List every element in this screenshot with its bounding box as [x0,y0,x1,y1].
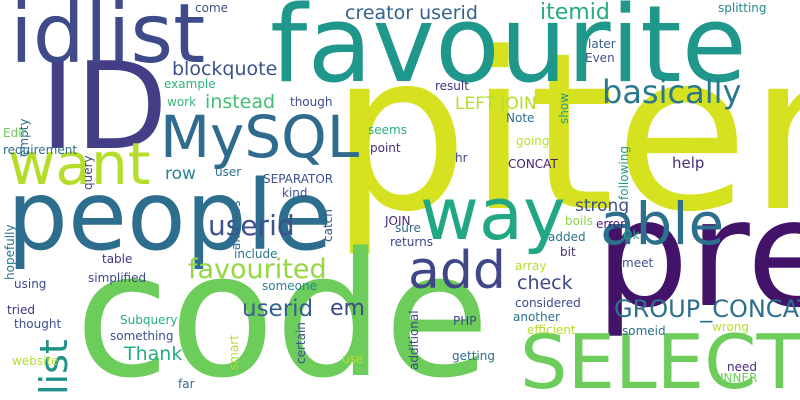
word-query: query [81,155,95,190]
word-id: ID [40,38,168,177]
word-tried: tried [7,303,35,317]
word-someone: someone [262,279,317,293]
word-come: come [195,1,229,15]
word-way: way [420,172,566,256]
word-favourite: favourite [270,0,747,106]
word-another: another [513,310,560,324]
word-people: people [7,160,333,272]
word-ok: Ok [623,228,640,242]
word-additional: additional [407,310,421,370]
word-thought: thought [14,317,62,331]
word-blockquote: blockquote [172,58,278,80]
word-hopefully: hopefully [3,224,17,280]
word-subquery: Subquery [120,313,178,327]
word-something: something [110,329,174,343]
word-userid-2: userid [242,296,314,322]
word-add: add [408,241,506,301]
word-row: row [165,164,196,184]
word-example: example [164,77,216,91]
word-requirement: requirement [3,143,78,157]
word-far: far [178,377,195,391]
word-instead: instead [205,91,276,113]
word-strong: strong [575,196,630,216]
word-hr: hr [455,151,468,165]
word-array: array [515,259,547,273]
word-catch: catch [321,209,335,242]
word-answers: answers [229,200,243,250]
word-able: able [600,190,725,258]
word-someid: someid [622,324,666,338]
word-edit: Edit [3,126,27,140]
word-certain: certain [294,322,308,364]
word-thank: Thank [124,343,183,365]
word-mysql: MySQL [160,103,360,171]
word-table: table [102,252,133,266]
word-even: Even [585,51,615,65]
word-result: result [435,79,469,93]
word-basically: basically [602,73,742,111]
word-include: include [234,247,278,261]
word-kind: kind [282,186,308,200]
word-userid-1: userid [208,209,295,242]
word-getting: getting [452,349,495,363]
word-added: added [548,230,586,244]
word-considered: considered [515,296,581,310]
word-user: user [215,165,242,179]
word-meet: meet [622,256,654,270]
word-select: SELECT [520,318,800,400]
word-want: want [8,130,151,198]
word-work: work [167,95,197,109]
word-bit: bit [560,245,576,259]
word-wrong: wrong [712,320,750,334]
word-sure: sure [395,221,421,235]
word-following: following [617,146,631,200]
word-group-concat: GROUP_CONCAT [614,295,800,323]
word-show: show [557,92,571,124]
word-itemid: itemid [540,0,610,25]
word-creator-userid: creator userid [345,2,478,24]
word-simplified: simplified [88,271,147,285]
word-splitting: splitting [718,1,767,15]
word-php: PHP [453,314,477,328]
word-website: website [12,354,59,368]
word-pre: pre [595,168,800,340]
word-pitem: pitem [330,7,800,260]
word-help: help [672,154,705,172]
word-concat: CONCAT [508,157,558,171]
word-later: later [588,37,616,51]
word-left-join: LEFT JOIN [455,94,537,114]
word-use: use [342,352,364,366]
word-note: Note [506,111,535,125]
word-smart: smart [227,335,241,370]
word-returns: returns [390,235,433,249]
word-going: going [516,134,550,148]
word-em: em [330,296,365,321]
word-inner: INNER [720,371,758,385]
word-need: need [727,360,757,374]
word-though: though [290,95,333,109]
word-code: code [75,215,490,400]
word-idlist: idlist [10,0,206,82]
word-seems: seems [368,123,407,137]
word-check: check [517,272,573,294]
word-point: point [370,141,401,155]
word-using: using [14,277,47,291]
word-favourited: favourited [188,254,327,285]
word-efficient: efficient [527,323,576,337]
word-boils: boils [565,214,593,228]
word-separator: SEPARATOR [263,172,334,186]
word-join: JOIN [385,214,411,228]
word-error: error [596,217,626,231]
